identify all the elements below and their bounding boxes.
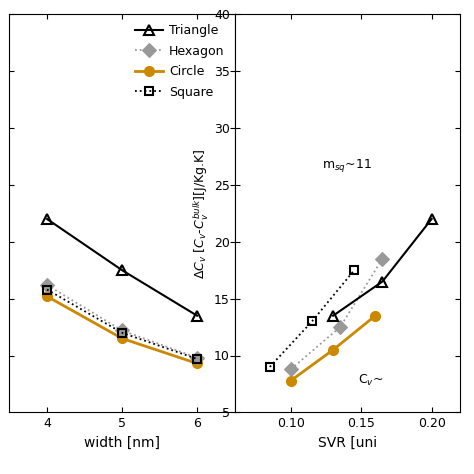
X-axis label: SVR [uni: SVR [uni xyxy=(318,436,377,450)
X-axis label: width [nm]: width [nm] xyxy=(84,436,160,450)
Legend: Triangle, Hexagon, Circle, Square: Triangle, Hexagon, Circle, Square xyxy=(132,20,228,102)
Text: m$_{sq}$~11: m$_{sq}$~11 xyxy=(322,157,372,174)
Y-axis label: $\Delta C_v$ [$C_v$-$C_v^{bulk}$][J/Kg.K]: $\Delta C_v$ [$C_v$-$C_v^{bulk}$][J/Kg.K… xyxy=(191,148,211,279)
Text: C$_{v}$~: C$_{v}$~ xyxy=(358,373,384,388)
